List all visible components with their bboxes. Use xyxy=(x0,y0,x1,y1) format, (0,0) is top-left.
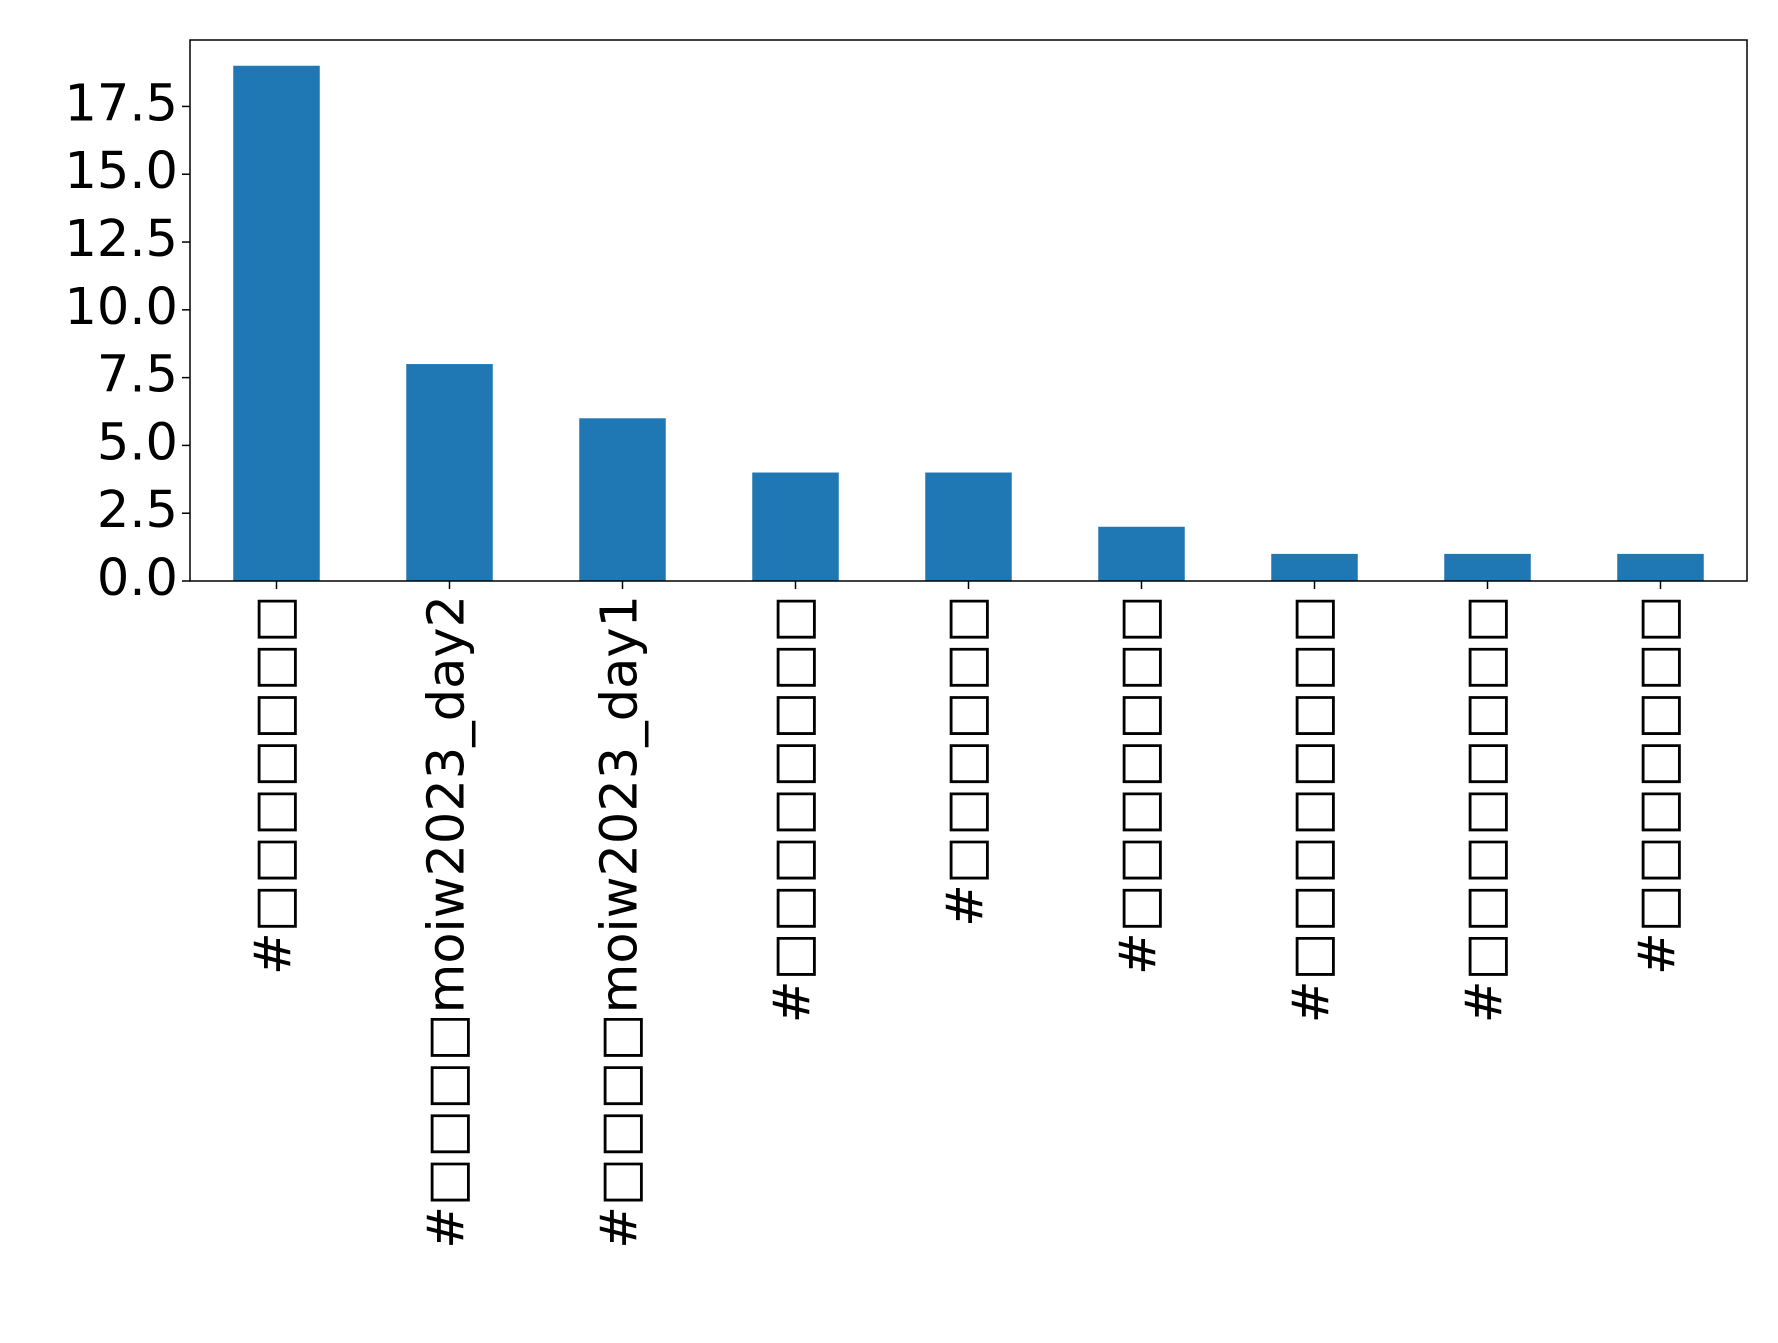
y-tick-label: 7.5 xyxy=(97,346,178,405)
bar xyxy=(752,472,839,581)
y-tick-label: 10.0 xyxy=(64,278,178,337)
x-tick-label: #□□□□moiw2023_day2 xyxy=(418,595,477,1249)
y-tick-label: 12.5 xyxy=(64,210,178,269)
y-tick-label: 0.0 xyxy=(97,549,178,608)
y-tick-label: 2.5 xyxy=(97,481,178,540)
y-tick-label: 17.5 xyxy=(64,74,178,133)
bar xyxy=(233,65,320,581)
y-tick-label: 15.0 xyxy=(64,142,178,201)
bar xyxy=(925,472,1012,581)
x-tick-label: #□□□□□□□□ xyxy=(1283,595,1342,1023)
plot-frame xyxy=(189,39,1748,582)
bar xyxy=(579,418,666,581)
x-tick-label: #□□□□□□□□ xyxy=(764,595,823,1023)
bar xyxy=(406,364,493,581)
x-tick-label: #□□□□□□□ xyxy=(1110,595,1169,975)
x-tick-label: #□□□□□□□ xyxy=(1629,595,1688,975)
y-tick-label: 5.0 xyxy=(97,413,178,472)
x-tick-label: #□□□□□□□□ xyxy=(1456,595,1515,1023)
x-tick-label: #□□□□□□□ xyxy=(245,595,304,975)
bar xyxy=(1444,553,1531,581)
bar xyxy=(1271,553,1358,581)
bar xyxy=(1098,526,1185,581)
x-tick-label: #□□□□□□ xyxy=(937,595,996,927)
x-tick-label: #□□□□moiw2023_day1 xyxy=(591,595,650,1249)
bar xyxy=(1617,553,1704,581)
